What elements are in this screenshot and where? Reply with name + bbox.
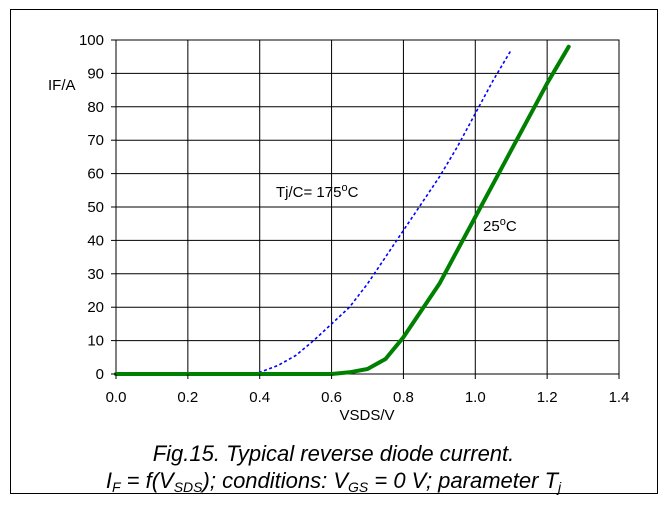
y-tick-label: 40	[87, 232, 104, 249]
y-tick-label: 70	[87, 132, 104, 149]
figure-caption: Fig.15. Typical reverse diode current. I…	[0, 440, 667, 494]
annotation-175c: Tj/C= 175oC	[276, 182, 359, 201]
caption-formula: IF = f(VSDS); conditions: VGS = 0 V; par…	[105, 468, 562, 495]
y-tick-label: 80	[87, 99, 104, 116]
y-tick-label: 60	[87, 166, 104, 183]
y-tick-label: 30	[87, 266, 104, 283]
x-tick-label: 0.2	[177, 389, 198, 406]
y-tick-label: 90	[87, 65, 104, 82]
series-line-25c	[114, 44, 571, 376]
y-tick-label: 50	[87, 199, 104, 216]
y-axis-label: IF/A	[48, 77, 76, 94]
annotation-25c: 25oC	[483, 216, 517, 235]
caption-title: Fig.15. Typical reverse diode current.	[152, 441, 515, 466]
x-tick-label: 1.2	[537, 389, 558, 406]
figure-frame	[10, 9, 658, 494]
x-tick-label: 0.6	[321, 389, 342, 406]
y-tick-label: 0	[96, 366, 104, 383]
x-tick-label: 1.0	[465, 389, 486, 406]
x-tick-label: 0.8	[393, 389, 414, 406]
axis-ticks: 0.0 0.2 0.4 0.6 0.8 1.0 1.2 1.4 0 10 20 30 40 50 60 70 8…	[79, 32, 629, 406]
diode-current-chart: 0.0 0.2 0.4 0.6 0.8 1.0 1.2 1.4 0 10 20 30 40 50 60 70 8…	[48, 32, 629, 424]
x-tick-label: 0.0	[106, 389, 127, 406]
y-tick-label: 20	[87, 299, 104, 316]
x-tick-label: 0.4	[249, 389, 270, 406]
x-axis-label: VSDS/V	[339, 407, 394, 424]
y-tick-label: 100	[79, 32, 104, 49]
x-tick-label: 1.4	[609, 389, 630, 406]
series-line-175c	[116, 49, 512, 375]
series-layer	[114, 44, 571, 376]
y-tick-label: 10	[87, 333, 104, 350]
